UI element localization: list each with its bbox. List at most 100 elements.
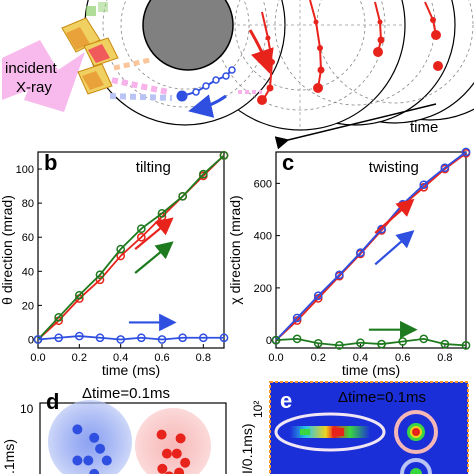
blue-point	[89, 432, 100, 443]
series-line	[275, 337, 467, 347]
x-tick-label: 0.4	[113, 352, 128, 364]
data-point	[377, 224, 386, 234]
data-point	[116, 244, 126, 254]
incident-label: incident	[5, 60, 58, 77]
beamstop	[142, 0, 234, 71]
blue-spot-trail	[176, 66, 262, 118]
data-point	[178, 191, 188, 201]
data-point	[219, 151, 229, 160]
data-point	[313, 338, 323, 348]
data-point	[157, 335, 167, 344]
x-tick-label: 0.6	[154, 352, 169, 364]
panel-e-ytick: 10²	[251, 401, 265, 418]
x-axis-label: time (ms)	[342, 362, 400, 378]
panel-e-ylabel: I/0.1ms)	[239, 423, 255, 474]
data-point	[74, 290, 84, 300]
y-tick-label: 600	[254, 178, 272, 190]
data-point	[178, 333, 188, 343]
data-point	[292, 334, 302, 344]
red-cluster-region	[135, 408, 211, 474]
blue-point	[95, 443, 106, 454]
data-point	[74, 331, 84, 341]
data-point	[33, 335, 43, 344]
data-point	[419, 334, 429, 344]
red-point	[171, 448, 182, 459]
panel-d-ytick: 10	[20, 402, 34, 416]
red-point	[157, 463, 168, 474]
data-point	[198, 333, 208, 343]
data-point	[334, 341, 344, 350]
chart-title: tilting	[136, 159, 171, 176]
y-tick-label: 20	[22, 300, 34, 312]
panel-d-label: d	[46, 389, 59, 414]
x-axis-label: time (ms)	[102, 362, 160, 378]
panel-d: Δtime=0.1ms d 10 .1ms)	[1, 385, 227, 474]
data-point	[440, 163, 450, 173]
panel-d-ylabel: .1ms)	[1, 439, 17, 474]
y-tick-label: 200	[254, 283, 272, 295]
data-point	[440, 339, 450, 349]
x-tick-label: 0.6	[395, 352, 410, 364]
x-tick-label: 0.0	[30, 352, 45, 364]
x-tick-label: 0.2	[72, 352, 87, 364]
x-tick-label: 0.0	[268, 352, 283, 364]
y-tick-label: 400	[254, 231, 272, 243]
chart-title: twisting	[369, 159, 419, 176]
panel-e-title: Δtime=0.1ms	[338, 389, 426, 406]
panel-c-label: c	[282, 150, 294, 175]
data-point	[292, 313, 302, 323]
data-point	[419, 180, 429, 190]
red-point	[175, 433, 186, 444]
y-axis-label: θ direction (mrad)	[0, 195, 15, 305]
blue-point	[72, 455, 83, 466]
y-axis-label: χ direction (mrad)	[227, 195, 243, 304]
red-point	[164, 471, 174, 474]
data-point	[136, 333, 146, 343]
data-point	[136, 232, 146, 242]
x-tick-label: 0.8	[437, 352, 452, 364]
direction-arrow	[374, 230, 415, 266]
data-point	[198, 169, 208, 179]
direction-arrow	[374, 198, 415, 234]
blue-point	[89, 468, 100, 474]
y-tick-label: 60	[22, 232, 34, 244]
blue-point	[72, 424, 83, 435]
data-point	[95, 275, 105, 285]
data-point	[356, 248, 365, 257]
crystal-blocks	[61, 2, 119, 95]
series-line	[37, 335, 224, 341]
time-arrow	[274, 103, 437, 150]
x-tick-label: 0.4	[353, 352, 368, 364]
data-point	[95, 270, 105, 280]
blue-point	[83, 455, 94, 466]
plot-frame	[275, 151, 467, 349]
red-spot-trails	[248, 0, 443, 105]
panel-d-points	[72, 424, 191, 474]
y-tick-label: 40	[22, 266, 34, 278]
y-tick-label: 100	[16, 164, 34, 176]
y-tick-label: 80	[22, 198, 34, 210]
panel-b-label: b	[44, 150, 57, 175]
series-line	[275, 151, 467, 341]
direction-arrow	[134, 217, 174, 250]
y-tick-label: 0	[266, 335, 272, 347]
red-point	[174, 467, 185, 474]
data-point	[116, 335, 126, 344]
panel-a: incident X-ray	[2, 0, 474, 150]
data-point	[54, 312, 64, 322]
red-point	[161, 448, 172, 459]
y-tick-label: 0	[28, 334, 34, 346]
time-label: time	[410, 119, 438, 136]
panel-e-spot-lower	[400, 458, 432, 474]
data-point	[219, 333, 229, 343]
red-point	[180, 457, 191, 468]
data-point	[356, 338, 365, 348]
data-point	[313, 291, 323, 301]
blue-point	[101, 455, 112, 466]
data-point	[271, 335, 281, 345]
x-tick-label: 0.2	[311, 352, 326, 364]
data-point	[54, 333, 64, 343]
panel-e-label: e	[280, 388, 292, 413]
data-point	[377, 339, 386, 349]
panel-d-title: Δtime=0.1ms	[82, 385, 170, 402]
